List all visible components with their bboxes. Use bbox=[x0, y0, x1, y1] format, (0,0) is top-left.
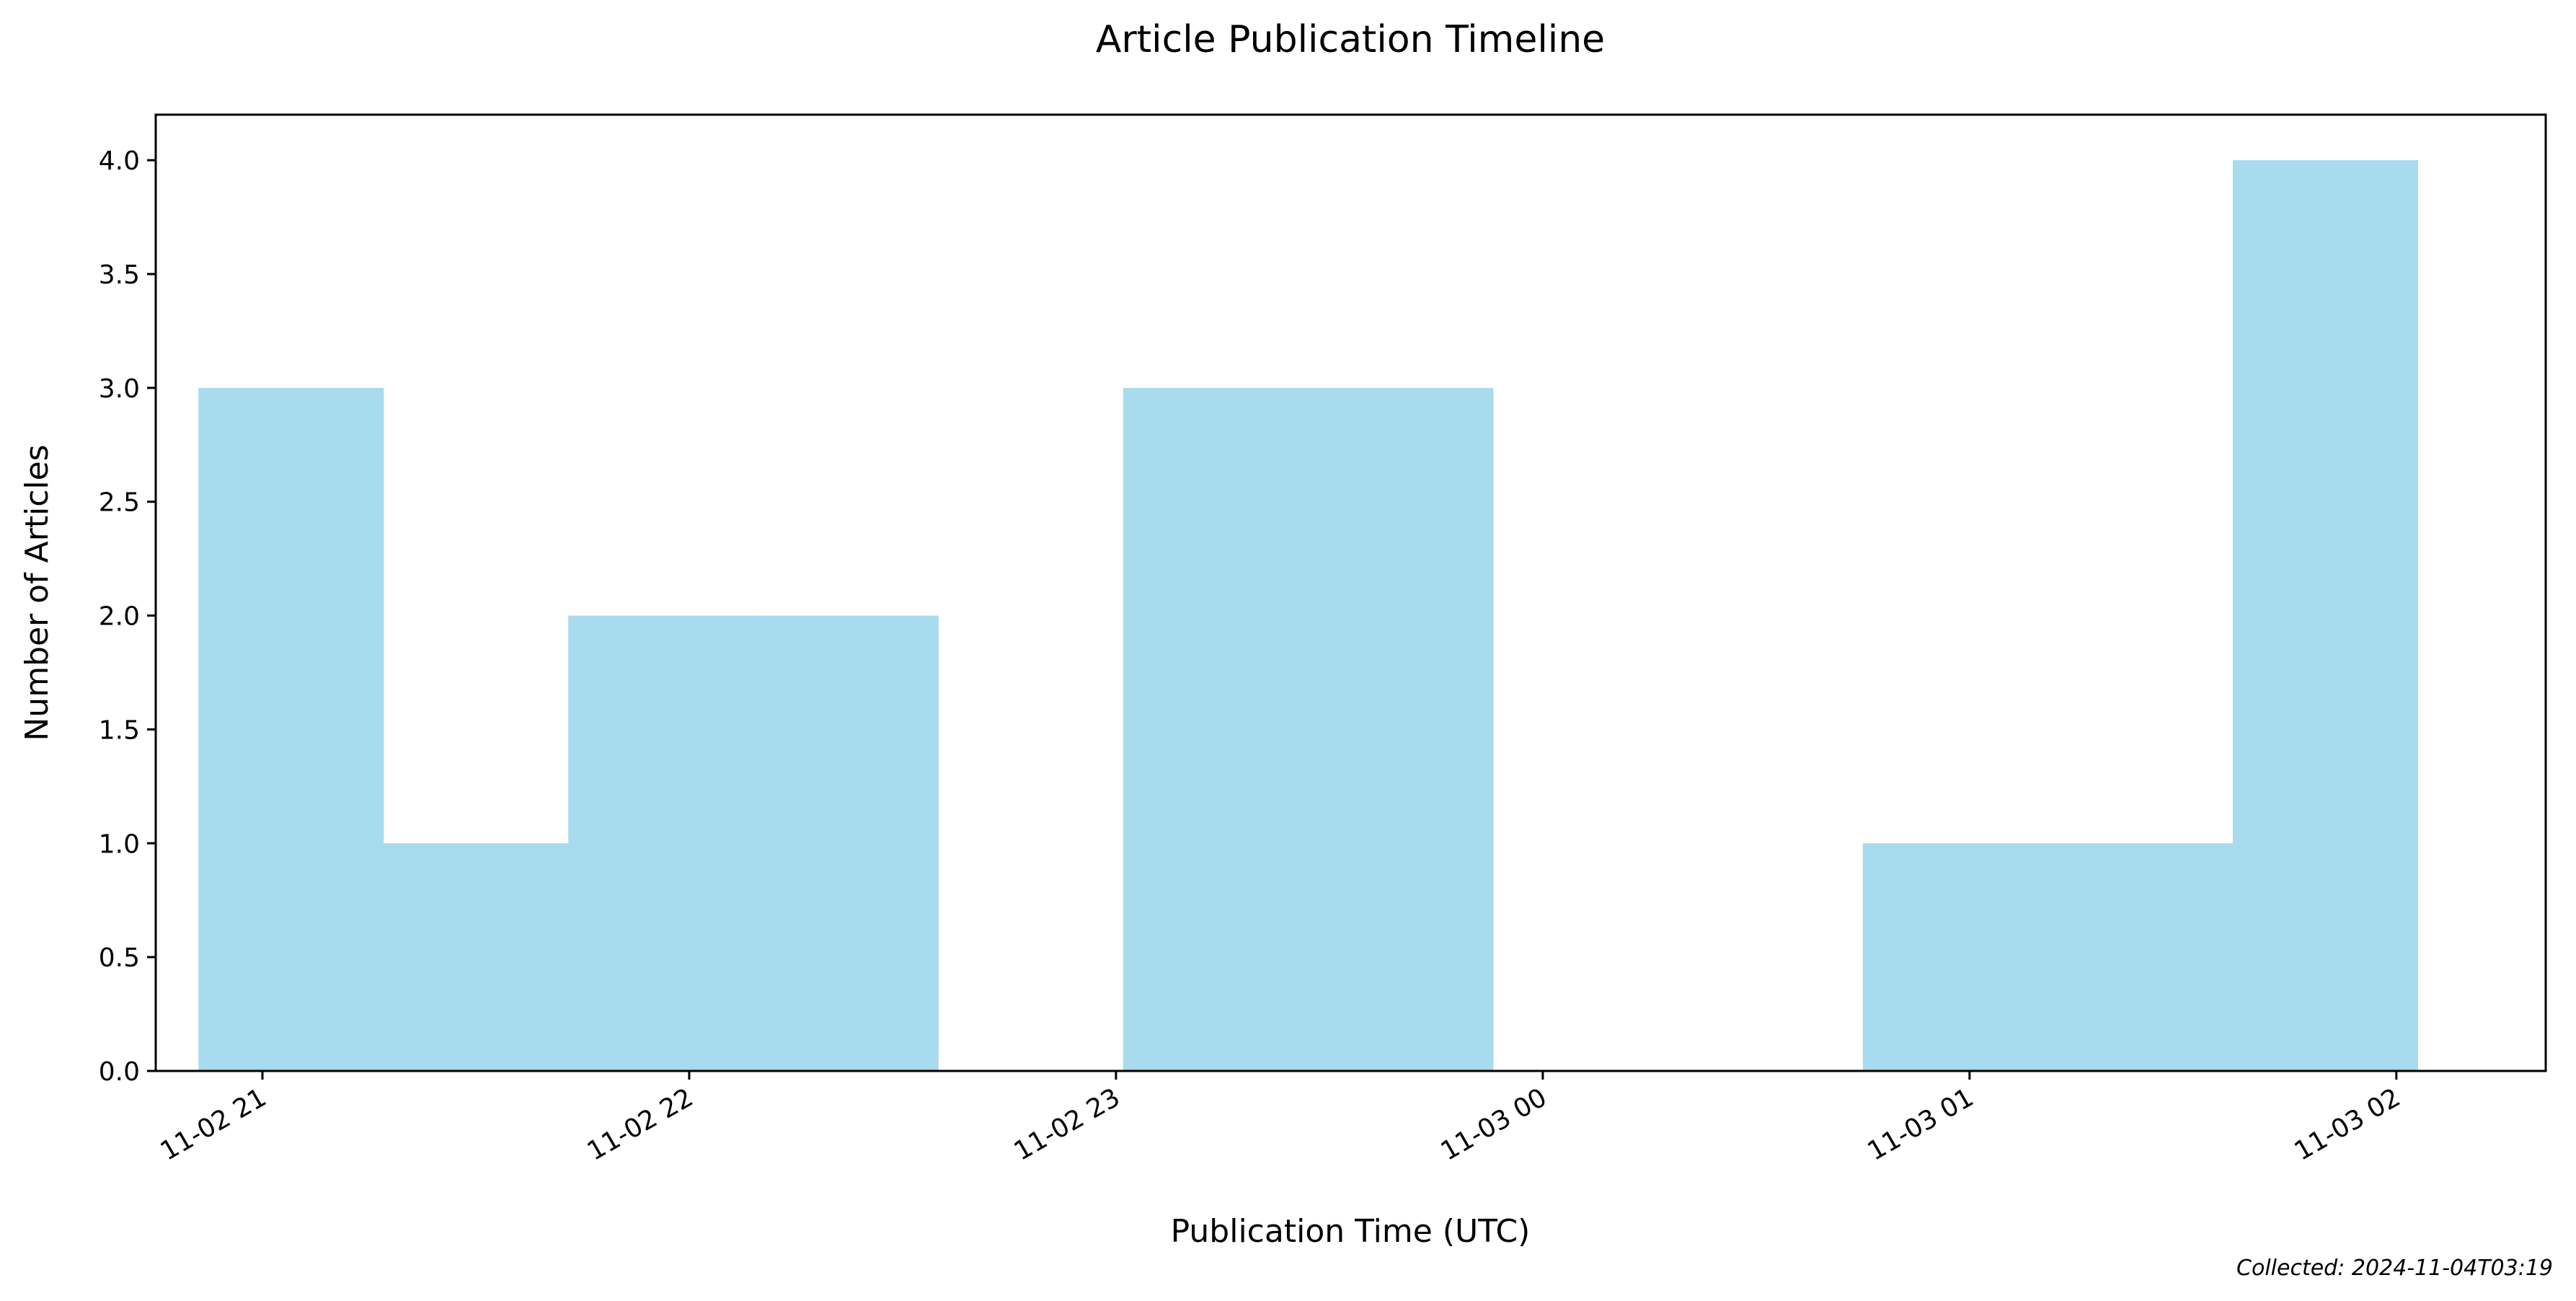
bar-11 bbox=[2232, 160, 2419, 1071]
y-tick-label-5: 2.5 bbox=[99, 488, 140, 518]
bar-3 bbox=[753, 615, 939, 1071]
y-tick-label-3: 1.5 bbox=[99, 715, 140, 745]
x-tick-label-4: 11-03 01 bbox=[1863, 1082, 1979, 1166]
x-axis-ticks: 11-02 21 11-02 22 11-02 23 11-03 00 11-03 01… bbox=[156, 1071, 2405, 1167]
bars-group bbox=[198, 160, 2419, 1071]
bar-2 bbox=[568, 615, 754, 1071]
bar-1 bbox=[383, 843, 569, 1071]
y-tick-label-0: 0.0 bbox=[99, 1057, 140, 1087]
collected-note: Collected: 2024-11-04T03:19 bbox=[2236, 1256, 2553, 1281]
y-tick-label-7: 3.5 bbox=[99, 260, 140, 290]
bar-5 bbox=[1123, 387, 1309, 1071]
plot-frame bbox=[154, 113, 2547, 1072]
y-tick-label-1: 0.5 bbox=[99, 943, 140, 973]
bar-6 bbox=[1308, 387, 1494, 1071]
bar-9 bbox=[1862, 843, 2048, 1071]
y-tick-label-2: 1.0 bbox=[99, 829, 140, 859]
bar-0 bbox=[198, 387, 384, 1071]
y-axis-ticks: 0.0 0.5 1.0 1.5 2.0 2.5 3.0 3.5 4.0 bbox=[99, 146, 156, 1087]
chart-title: Article Publication Timeline bbox=[1096, 18, 1605, 61]
x-axis-label: Publication Time (UTC) bbox=[1171, 1213, 1531, 1250]
y-tick-label-4: 2.0 bbox=[99, 602, 140, 632]
x-tick-label-3: 11-03 00 bbox=[1436, 1082, 1552, 1166]
bar-10 bbox=[2048, 843, 2234, 1071]
x-tick-label-2: 11-02 23 bbox=[1009, 1082, 1125, 1166]
y-tick-label-6: 3.0 bbox=[99, 374, 140, 404]
x-tick-label-0: 11-02 21 bbox=[156, 1082, 272, 1166]
x-tick-label-1: 11-02 22 bbox=[583, 1082, 699, 1166]
y-axis-label: Number of Articles bbox=[19, 444, 56, 741]
x-tick-label-5: 11-03 02 bbox=[2290, 1082, 2406, 1166]
y-tick-label-8: 4.0 bbox=[99, 146, 140, 176]
